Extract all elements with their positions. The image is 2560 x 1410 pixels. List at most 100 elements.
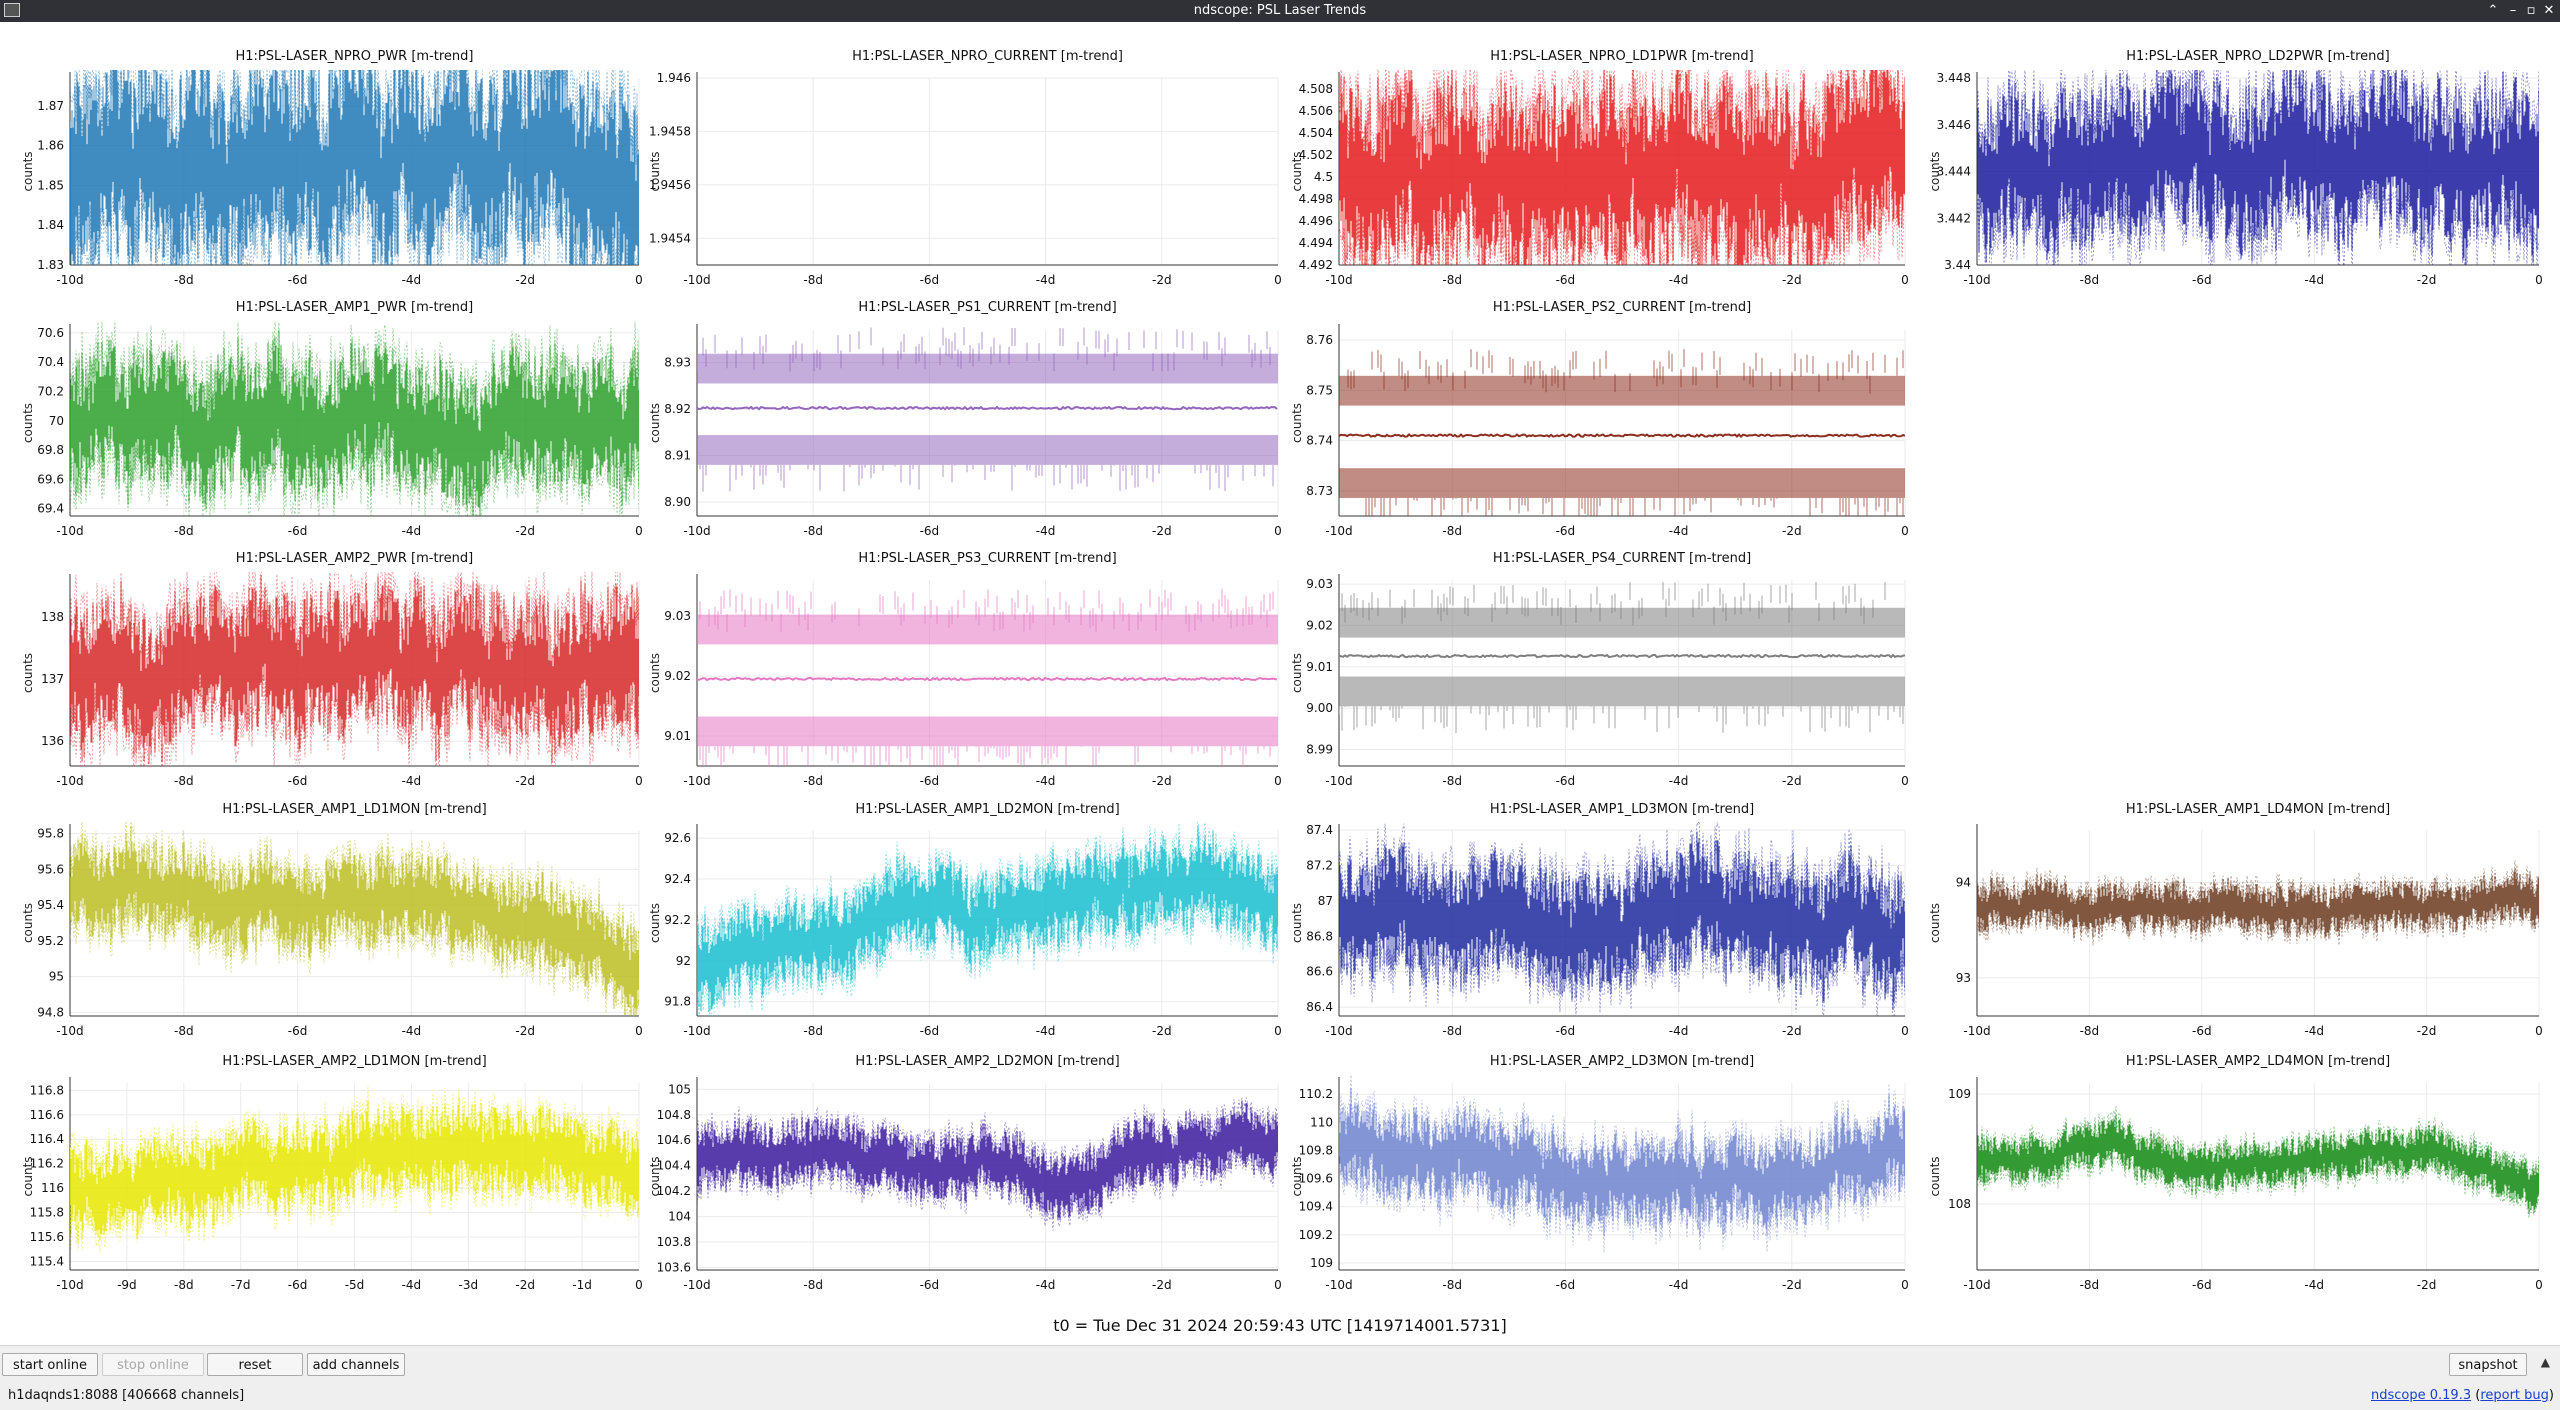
plot-ps3-current[interactable]: H1:PSL-LASER_PS3_CURRENT [m-trend] counts…: [648, 551, 1282, 788]
x-tick-label: -10d: [56, 774, 83, 788]
x-tick-label: -6d: [288, 1278, 308, 1292]
add-channels-button[interactable]: add channels: [307, 1353, 405, 1376]
x-tick-label: -6d: [1556, 273, 1576, 287]
x-tick-label: -6d: [288, 273, 308, 287]
y-tick-label: 1.946: [657, 71, 691, 85]
x-tick-label: -5d: [345, 1278, 365, 1292]
x-tick-label: -8d: [2080, 1024, 2100, 1038]
y-tick-label: 8.75: [1306, 383, 1333, 397]
x-tick-label: 0: [2535, 1024, 2543, 1038]
plot-amp1-ld3mon[interactable]: H1:PSL-LASER_AMP1_LD3MON [m-trend] counts…: [1290, 802, 1909, 1038]
plot-npro-pwr[interactable]: H1:PSL-LASER_NPRO_PWR [m-trend]counts1.8…: [21, 22, 643, 327]
restore-icon[interactable]: –: [2509, 3, 2517, 18]
start-online-button[interactable]: start online: [2, 1353, 98, 1376]
x-tick-label: -6d: [920, 273, 940, 287]
plot-amp2-ld3mon[interactable]: H1:PSL-LASER_AMP2_LD3MON [m-trend] counts…: [1290, 1054, 1909, 1292]
minimize-icon[interactable]: ⌃: [2487, 3, 2499, 18]
x-tick-label: -6d: [1556, 1278, 1576, 1292]
close-icon[interactable]: ✕: [2543, 3, 2555, 18]
plot-amp1-pwr[interactable]: H1:PSL-LASER_AMP1_PWR [m-trend]counts69.…: [21, 300, 643, 539]
trace-amp2-ld3mon: [1339, 1075, 1905, 1253]
plot-npro-ld1pwr[interactable]: H1:PSL-LASER_NPRO_LD1PWR [m-trend] counts…: [1290, 22, 1909, 332]
x-tick-label: -2d: [2417, 273, 2437, 287]
x-tick-label: -10d: [56, 273, 83, 287]
plot-npro-current[interactable]: H1:PSL-LASER_NPRO_CURRENT [m-trend] count…: [648, 22, 1282, 287]
version-link[interactable]: ndscope 0.19.3: [2371, 1388, 2472, 1403]
stop-online-button[interactable]: stop online: [102, 1353, 204, 1376]
y-tick-label: 86.4: [1306, 1000, 1333, 1014]
y-tick-label: 69.6: [37, 472, 64, 486]
x-tick-label: 0: [1274, 1024, 1282, 1038]
x-tick-label: -8d: [174, 1024, 194, 1038]
y-tick-label: 94.8: [37, 1005, 64, 1019]
x-tick-label: -10d: [56, 524, 83, 538]
y-tick-label: 87.4: [1306, 823, 1333, 837]
plot-ps1-current[interactable]: H1:PSL-LASER_PS1_CURRENT [m-trend] counts…: [648, 300, 1282, 538]
y-tick-label: 69.8: [37, 443, 64, 457]
plot-title: H1:PSL-LASER_AMP2_LD3MON [m-trend]: [1490, 1054, 1754, 1069]
plot-amp1-ld1mon[interactable]: H1:PSL-LASER_AMP1_LD1MON [m-trend] counts…: [21, 802, 643, 1038]
x-tick-label: -4d: [1669, 1024, 1689, 1038]
y-tick-label: 137: [41, 672, 64, 686]
y-tick-label: 4.506: [1299, 104, 1333, 118]
plot-ps4-current[interactable]: H1:PSL-LASER_PS4_CURRENT [m-trend] counts…: [1290, 551, 1909, 788]
plot-amp1-ld4mon[interactable]: H1:PSL-LASER_AMP1_LD4MON [m-trend] counts…: [1928, 802, 2543, 1038]
y-tick-label: 1.87: [37, 99, 64, 113]
x-tick-label: -10d: [1963, 1278, 1990, 1292]
x-tick-label: -2d: [1782, 273, 1802, 287]
plot-amp2-pwr[interactable]: H1:PSL-LASER_AMP2_PWR [m-trend] counts 136…: [21, 551, 643, 791]
x-tick-label: -2d: [1152, 1278, 1172, 1292]
trace-amp2-ld4mon: [1977, 1106, 2539, 1218]
plot-amp2-ld1mon[interactable]: H1:PSL-LASER_AMP2_LD1MON [m-trend] counts…: [21, 1054, 643, 1292]
trace-amp1-pwr: [70, 322, 639, 516]
y-tick-label: 4.494: [1299, 236, 1333, 250]
y-tick-label: 1.85: [37, 178, 64, 192]
y-tick-label: 3.444: [1937, 165, 1971, 179]
plot-amp2-ld4mon[interactable]: H1:PSL-LASER_AMP2_LD4MON [m-trend] counts…: [1928, 1054, 2543, 1292]
plot-grid[interactable]: H1:PSL-LASER_NPRO_PWR [m-trend]counts1.8…: [0, 22, 2560, 1345]
report-bug-link[interactable]: report bug: [2480, 1388, 2549, 1403]
plot-amp2-ld2mon[interactable]: H1:PSL-LASER_AMP2_LD2MON [m-trend] counts…: [648, 1054, 1282, 1292]
reset-button[interactable]: reset: [207, 1353, 303, 1376]
y-tick-label: 70.2: [37, 385, 64, 399]
x-tick-label: 0: [1274, 774, 1282, 788]
y-tick-label: 1.9458: [649, 124, 691, 138]
plot-ps2-current[interactable]: H1:PSL-LASER_PS2_CURRENT [m-trend] counts…: [1290, 300, 1909, 538]
x-tick-label: -6d: [920, 524, 940, 538]
trace-amp1-ld3mon: [1339, 822, 1905, 1016]
y-tick-label: 87.2: [1306, 858, 1333, 872]
x-tick-label: -6d: [1556, 774, 1576, 788]
x-tick-label: -2d: [515, 273, 535, 287]
y-tick-label: 4.508: [1299, 82, 1333, 96]
plot-title: H1:PSL-LASER_PS3_CURRENT [m-trend]: [858, 551, 1116, 566]
maximize-icon[interactable]: ▫: [2526, 3, 2536, 18]
y-tick-label: 1.86: [37, 139, 64, 153]
x-tick-label: -8d: [803, 774, 823, 788]
x-tick-label: -6d: [1556, 1024, 1576, 1038]
trace-amp2-ld1mon: [70, 1086, 639, 1254]
plot-title: H1:PSL-LASER_PS4_CURRENT [m-trend]: [1493, 551, 1751, 566]
x-tick-label: -9d: [117, 1278, 137, 1292]
x-tick-label: 0: [1901, 774, 1909, 788]
plot-amp1-ld2mon[interactable]: H1:PSL-LASER_AMP1_LD2MON [m-trend] counts…: [648, 802, 1282, 1038]
collapse-icon[interactable]: ▲: [2540, 1355, 2550, 1369]
x-tick-label: -4d: [2304, 273, 2324, 287]
bottom-toolbar: start online stop online reset add chann…: [0, 1345, 2560, 1410]
y-tick-label: 9.02: [664, 669, 691, 683]
y-tick-label: 110.2: [1299, 1087, 1333, 1101]
x-tick-label: -6d: [288, 1024, 308, 1038]
y-tick-label: 109.4: [1299, 1200, 1333, 1214]
x-tick-label: -4d: [1036, 1024, 1056, 1038]
x-tick-label: -4d: [1669, 524, 1689, 538]
x-tick-label: -8d: [1442, 1024, 1462, 1038]
y-tick-label: 9.00: [1306, 701, 1333, 715]
y-tick-label: 109.2: [1299, 1228, 1333, 1242]
x-tick-label: 0: [635, 774, 643, 788]
snapshot-button[interactable]: snapshot: [2449, 1353, 2527, 1376]
plot-npro-ld2pwr[interactable]: H1:PSL-LASER_NPRO_LD2PWR [m-trend] counts…: [1928, 38, 2543, 292]
x-tick-label: -2d: [2417, 1278, 2437, 1292]
x-tick-label: -2d: [2417, 1024, 2437, 1038]
x-tick-label: 0: [635, 1024, 643, 1038]
x-tick-label: -4d: [402, 524, 422, 538]
x-tick-label: -8d: [803, 524, 823, 538]
